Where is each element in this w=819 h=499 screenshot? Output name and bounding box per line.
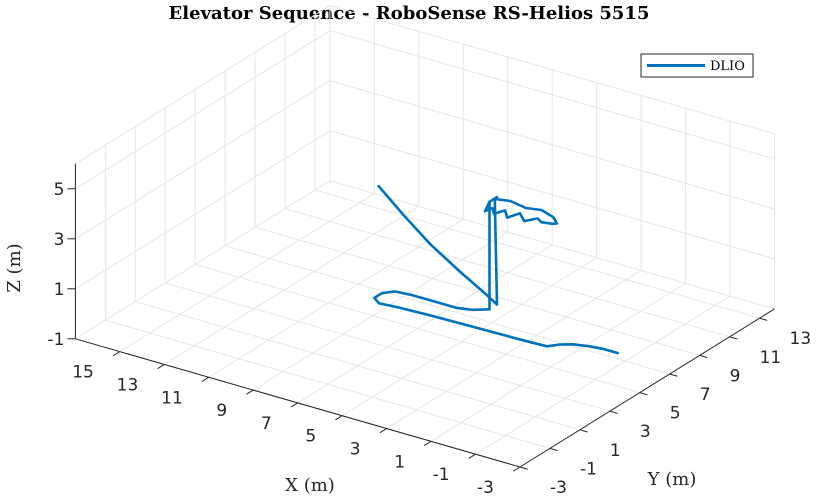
- y-tick-label: 9: [730, 366, 741, 386]
- y-tick-label: -1: [580, 459, 597, 479]
- chart-title: Elevator Sequence - RoboSense RS-Helios …: [169, 3, 650, 24]
- floor-gridline-x: [208, 218, 464, 378]
- z-tick-label: 1: [54, 280, 65, 300]
- y-tick-label: 3: [640, 422, 651, 442]
- y-tick-mark: [699, 354, 708, 359]
- y-tick-label: 5: [670, 404, 681, 424]
- x-tick-mark: [290, 402, 298, 408]
- y-tick-mark: [579, 429, 588, 433]
- wall-gridline-z: [329, 30, 775, 160]
- wall-gridline-z: [329, 180, 775, 310]
- floor-gridline-y: [195, 263, 640, 394]
- x-tick-mark: [201, 376, 210, 382]
- y-tick-mark: [519, 466, 528, 470]
- series-line-dlio-0: [373, 184, 619, 355]
- z-tick-label: 5: [54, 180, 65, 200]
- floor-gridline-x: [164, 205, 420, 365]
- x-tick-label: 11: [161, 388, 183, 408]
- x-tick-mark: [112, 351, 121, 357]
- wall-gridline-z: [329, 130, 775, 260]
- series-line-dlio-1: [483, 197, 559, 226]
- x-tick-label: 3: [350, 440, 361, 460]
- floor-gridline-x: [475, 295, 731, 455]
- floor-gridline-y: [165, 282, 610, 412]
- x-tick-label: 7: [261, 414, 272, 434]
- floor-gridline-x: [119, 193, 375, 353]
- y-tick-label: 1: [610, 441, 621, 461]
- wall-gridline-z: [75, 80, 331, 240]
- legend: DLIO: [640, 53, 754, 78]
- floor-gridline-x: [297, 244, 553, 404]
- x-tick-mark: [157, 364, 165, 370]
- x-tick-label: 13: [117, 375, 139, 395]
- y-tick-mark: [639, 392, 648, 396]
- x-tick-label: 5: [305, 427, 316, 447]
- x-tick-label: 9: [216, 401, 227, 421]
- x-tick-label: -1: [433, 465, 450, 485]
- floor-gridline-x: [252, 231, 509, 391]
- z-tick-label: 3: [54, 230, 65, 250]
- x-tick-mark: [379, 428, 387, 434]
- y-tick-label: 11: [760, 348, 782, 368]
- wall-gridline-z: [75, 180, 331, 340]
- wall-gridline-z: [75, 30, 331, 190]
- x-tick-label: 15: [72, 363, 94, 383]
- z-axis-label: Z (m): [4, 243, 25, 292]
- x-tick-mark: [335, 415, 343, 421]
- x-tick-label: 1: [394, 452, 405, 472]
- y-tick-mark: [759, 317, 768, 321]
- floor-gridline-y: [284, 208, 730, 338]
- floor-gridline-y: [254, 226, 700, 356]
- axes: [67, 163, 775, 472]
- y-tick-mark: [609, 410, 618, 414]
- y-tick-mark: [729, 336, 738, 340]
- floor-gridline-x: [386, 270, 642, 429]
- x-tick-mark: [424, 440, 432, 447]
- grid-lines: [74, 5, 775, 468]
- wall-gridline-z: [75, 130, 331, 290]
- x-tick-label: -3: [477, 478, 494, 498]
- floor-gridline-y: [314, 189, 760, 319]
- x-tick-mark: [468, 453, 476, 459]
- data-layer: [373, 184, 619, 355]
- z-tick-label: -1: [47, 330, 64, 350]
- floor-gridline-y: [105, 319, 551, 449]
- y-axis-label: Y (m): [647, 469, 697, 490]
- wall-gridline-z: [329, 80, 775, 210]
- x-tick-mark: [246, 389, 254, 395]
- floor-gridline-x: [430, 282, 686, 442]
- y-tick-mark: [549, 447, 558, 452]
- floor-gridline-y: [135, 301, 581, 431]
- y-tick-label: -3: [550, 478, 567, 498]
- y-tick-label: 7: [700, 385, 711, 405]
- y-tick-label: 13: [790, 329, 812, 349]
- floor-gridline-x: [341, 257, 597, 417]
- wall-edge: [75, 5, 331, 165]
- x-axis-label: X (m): [285, 475, 335, 496]
- x-tick-mark: [512, 466, 521, 472]
- floor-gridline-y: [224, 245, 670, 375]
- wall-edge: [329, 5, 775, 135]
- legend-label-dlio: DLIO: [710, 59, 745, 74]
- y-tick-mark: [669, 373, 678, 377]
- y-axis-line: [519, 308, 775, 468]
